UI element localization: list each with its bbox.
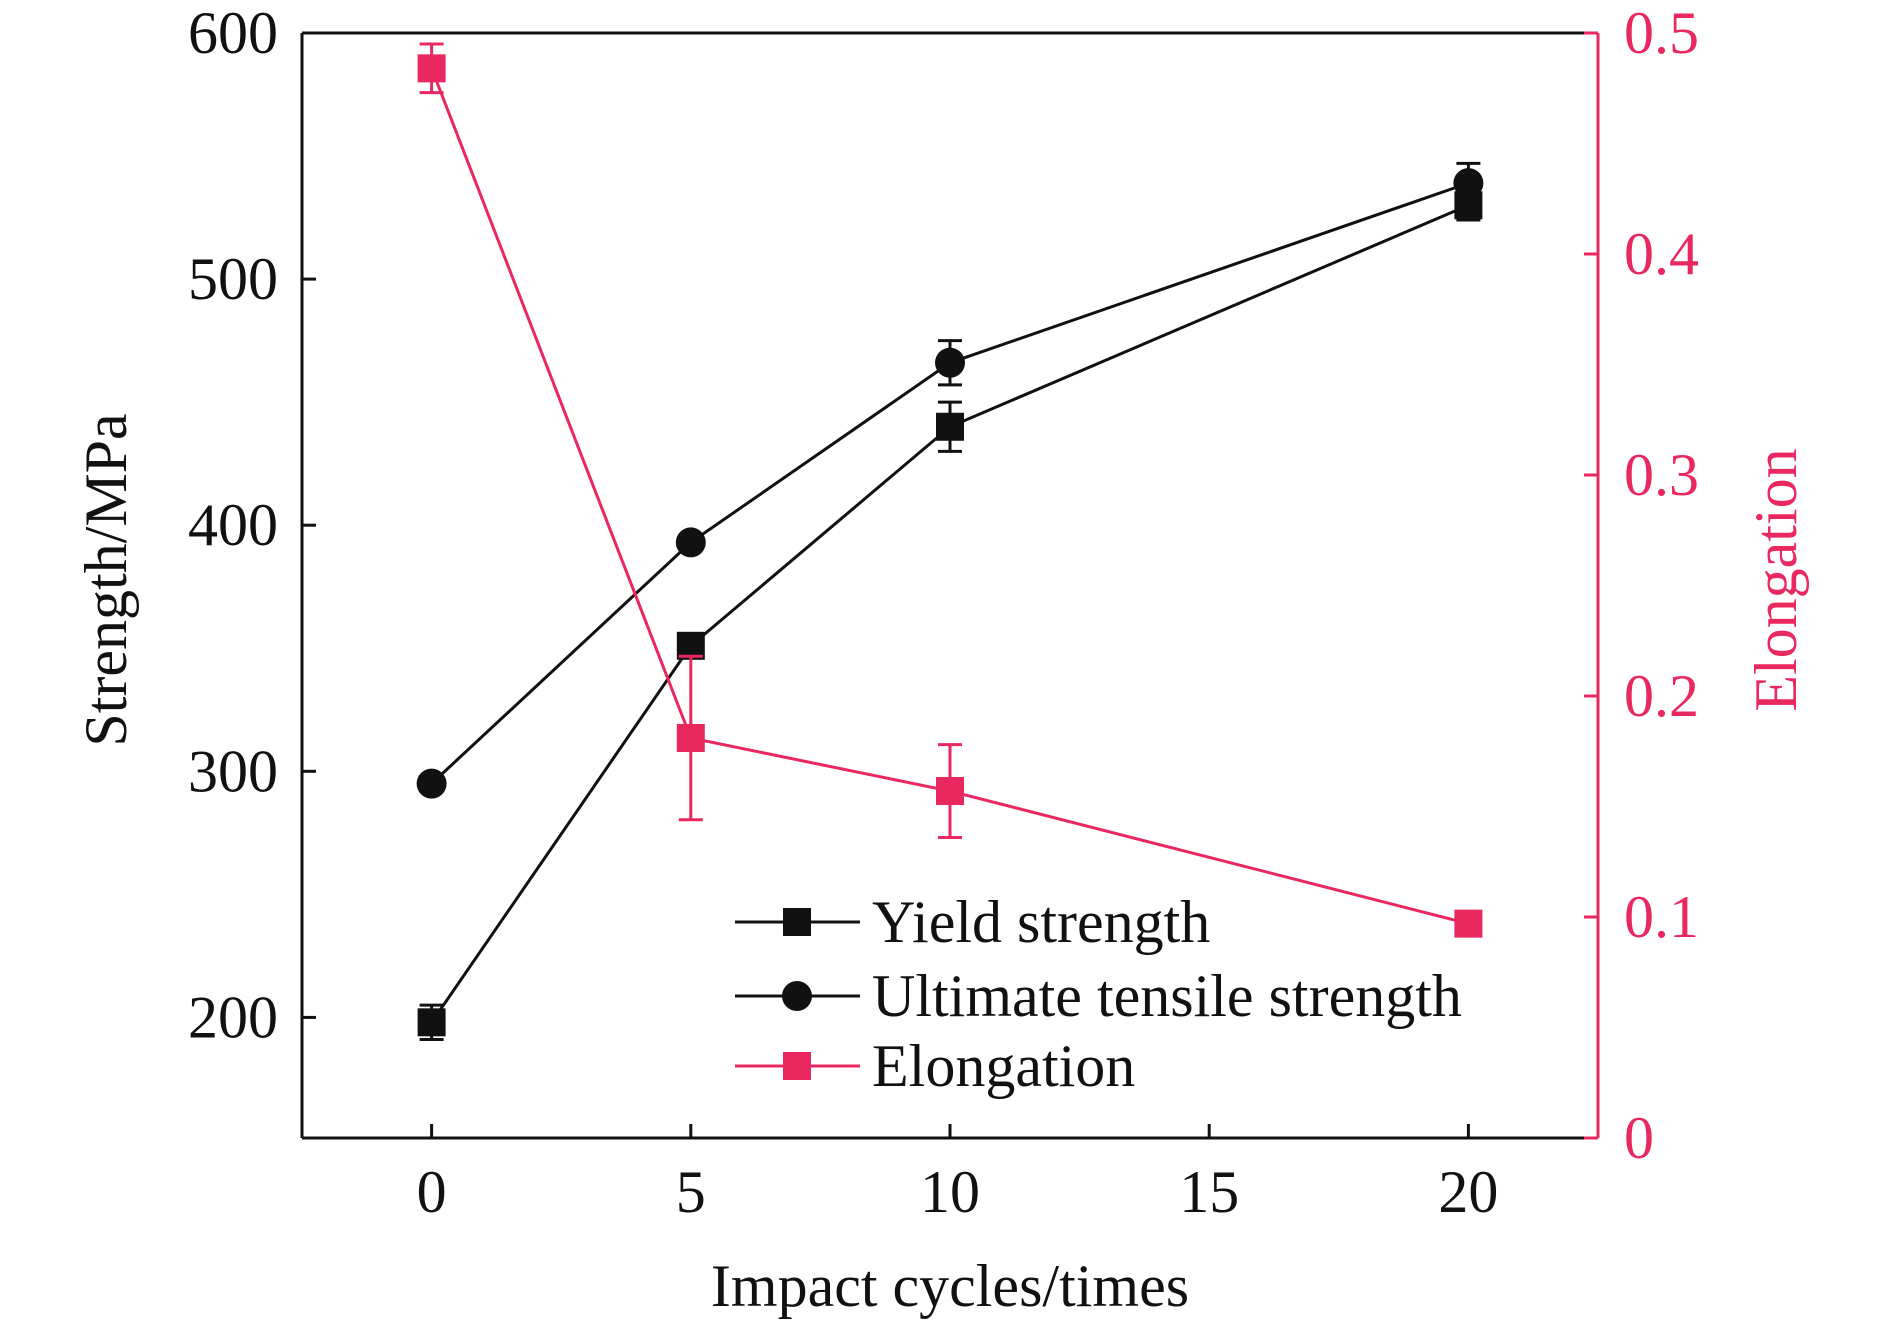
series-ultimate-tensile-strength [416,161,1484,799]
legend-marker [782,981,812,1011]
series-elongation [417,42,1483,938]
series-line [430,181,1469,785]
series-layer [416,42,1484,1042]
y2-tick-label: 0.1 [1624,884,1699,950]
data-point [675,527,706,558]
y-tick-label: 500 [188,246,278,312]
legend-label: Yield strength [872,889,1210,955]
data-point [1454,909,1483,938]
legend-marker [783,1052,811,1080]
y-tick-label: 400 [188,492,278,558]
data-point [1453,168,1484,199]
x-tick-label: 20 [1438,1159,1498,1225]
x-axis-title: Impact cycles/times [711,1253,1189,1319]
y-axis-title: Strength/MPa [73,413,139,746]
legend-item: Ultimate tensile strength [735,963,1462,1029]
y2-tick-label: 0.3 [1624,442,1699,508]
y-tick-label: 300 [188,738,278,804]
x-axis: 0 5 10 15 20 [417,1124,1498,1225]
series-line [430,203,1469,1024]
x-tick-label: 5 [676,1159,706,1225]
legend-item: Yield strength [735,889,1210,955]
y2-tick-label: 0 [1624,1105,1654,1171]
y-tick-label: 600 [188,0,278,66]
legend-marker [783,908,811,936]
legend-item: Elongation [735,1033,1135,1099]
y-axis-left: 200 300 400 500 600 [188,0,316,1050]
data-point [676,723,705,752]
data-point [936,412,964,441]
data-point [935,347,965,378]
x-tick-label: 10 [920,1159,980,1225]
y2-tick-label: 0.2 [1624,663,1699,729]
y2-tick-label: 0.5 [1624,0,1699,66]
legend-label: Ultimate tensile strength [872,963,1462,1029]
y2-tick-label: 0.4 [1624,221,1699,287]
y2-axis-title: Elongation [1743,448,1809,711]
legend-label: Elongation [872,1033,1135,1099]
y-tick-label: 200 [188,984,278,1050]
data-point [416,768,447,799]
data-point [936,777,964,806]
data-point [417,54,446,83]
data-point [417,1008,446,1037]
x-tick-label: 0 [417,1159,447,1225]
x-tick-label: 15 [1179,1159,1239,1225]
series-line [430,67,1469,926]
y-axis-right: 0 0.1 0.2 0.3 0.4 0.5 [1584,0,1699,1171]
legend: Yield strength Ultimate tensile strengthE… [735,889,1462,1099]
